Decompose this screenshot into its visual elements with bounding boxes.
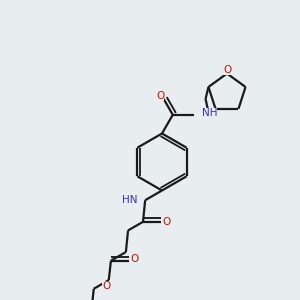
Text: O: O (102, 280, 110, 290)
Text: O: O (163, 217, 171, 227)
Text: O: O (223, 65, 231, 75)
Text: O: O (130, 254, 139, 264)
Text: NH: NH (202, 108, 217, 118)
Text: HN: HN (122, 195, 138, 205)
Text: O: O (156, 92, 164, 101)
